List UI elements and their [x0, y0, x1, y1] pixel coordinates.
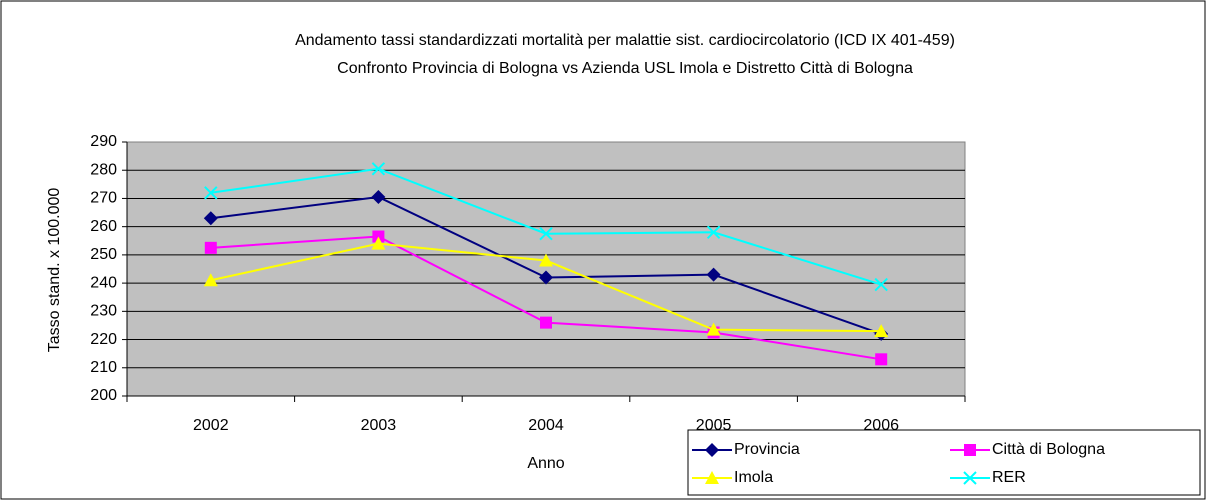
legend-label: RER: [992, 469, 1026, 486]
marker: [204, 186, 218, 200]
x-tick-label: 2004: [528, 417, 564, 434]
y-tick-label: 200: [90, 387, 117, 404]
y-tick-label: 230: [90, 303, 117, 320]
marker: [371, 236, 386, 250]
marker: [874, 277, 888, 292]
marker: [539, 253, 553, 267]
marker: [203, 273, 218, 287]
x-tick-label: 2002: [193, 417, 229, 434]
marker: [875, 353, 888, 366]
legend-label: Provincia: [734, 441, 800, 458]
marker: [371, 162, 386, 176]
y-tick-label: 240: [90, 274, 117, 291]
marker: [705, 443, 719, 457]
chart-title: Andamento tassi standardizzati mortalità…: [295, 32, 955, 49]
marker: [203, 211, 218, 226]
legend: [687, 429, 1201, 496]
marker: [706, 225, 721, 240]
marker: [539, 270, 553, 285]
marker: [540, 316, 552, 329]
legend-label: Imola: [734, 469, 773, 486]
y-tick-label: 270: [90, 190, 117, 207]
marker: [371, 190, 386, 205]
y-tick-label: 220: [90, 331, 117, 348]
y-tick-label: 290: [90, 133, 117, 150]
x-tick-label: 2006: [863, 417, 899, 434]
y-tick-label: 250: [90, 246, 117, 263]
x-tick-label: 2005: [696, 417, 732, 434]
marker: [204, 241, 217, 254]
marker: [963, 471, 977, 485]
y-tick-label: 210: [90, 359, 117, 376]
marker: [539, 227, 553, 241]
marker: [372, 230, 385, 243]
marker: [874, 324, 889, 338]
legend-label: Città di Bologna: [992, 441, 1105, 458]
chart-subtitle: Confronto Provincia di Bologna vs Aziend…: [337, 60, 913, 77]
x-tick-label: 2003: [361, 417, 397, 434]
marker: [964, 444, 976, 456]
plot-area: [126, 141, 966, 397]
x-axis-label: Anno: [527, 455, 564, 472]
y-tick-label: 260: [90, 218, 117, 235]
marker: [706, 267, 721, 282]
y-tick-label: 280: [90, 161, 117, 178]
y-axis-label: Tasso stand. x 100.000: [46, 188, 63, 353]
marker: [705, 471, 719, 484]
marker: [706, 322, 721, 336]
